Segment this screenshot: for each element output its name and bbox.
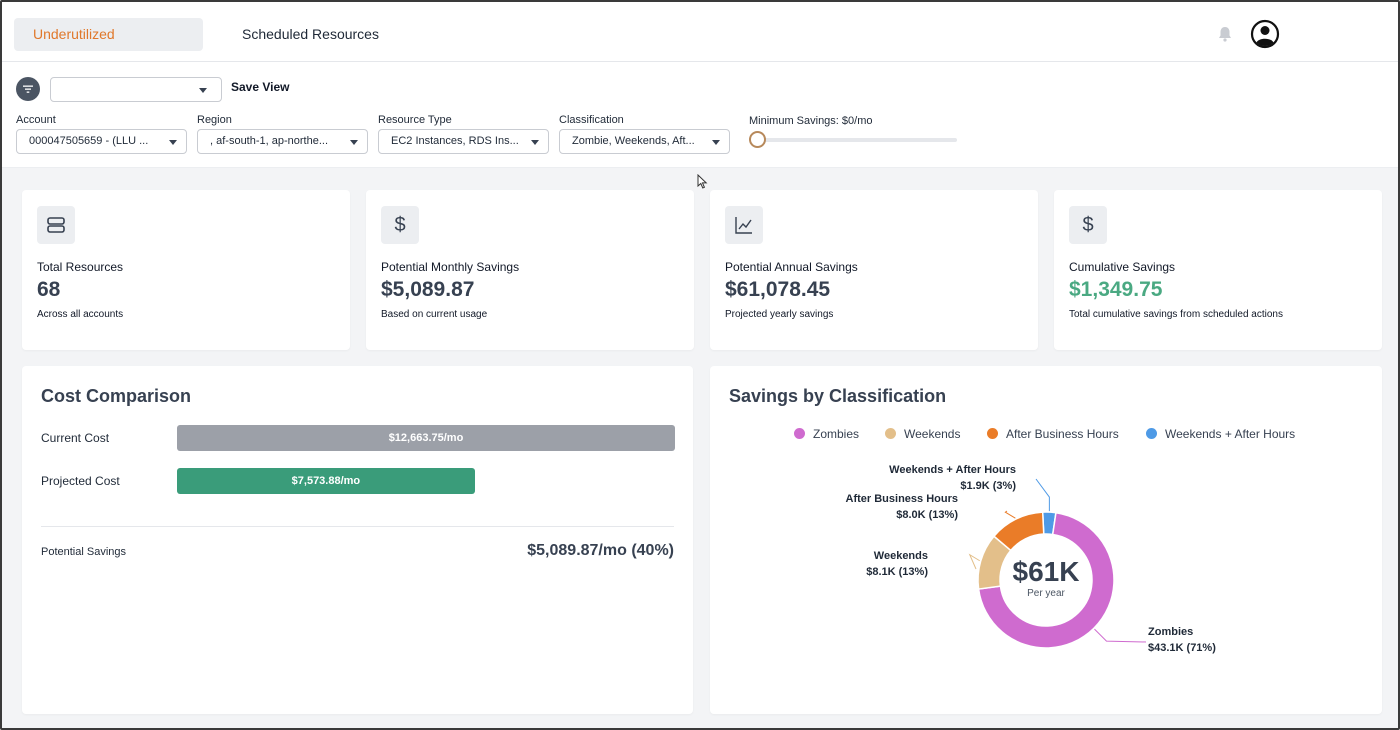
callout-name: Zombies (1148, 626, 1194, 638)
classification-select[interactable]: Zombie, Weekends, Aft... (559, 129, 730, 154)
filter-toggle-button[interactable] (16, 77, 40, 101)
chevron-down-icon (531, 140, 539, 145)
savings-by-classification-title: Savings by Classification (729, 386, 947, 406)
callout-leader-line (1004, 510, 1016, 519)
current-cost-bar: $12,663.75/mo (177, 425, 675, 451)
stat-title: Total Resources (37, 260, 124, 274)
stat-subtitle: Projected yearly savings (725, 309, 834, 320)
legend-dot (987, 428, 998, 439)
current-cost-label: Current Cost (41, 431, 110, 445)
classification-label: Classification (559, 114, 624, 126)
stat-card-annual-savings: Potential Annual Savings $61,078.45 Proj… (710, 190, 1038, 350)
account-label: Account (16, 114, 56, 126)
cost-comparison-panel: Cost Comparison Current Cost $12,663.75/… (22, 366, 693, 714)
region-value: , af-south-1, ap-northe... (210, 135, 329, 147)
stat-value: $61,078.45 (725, 278, 831, 301)
stat-subtitle: Across all accounts (37, 309, 124, 320)
filter-bar: Save View Account 000047505659 - (LLU ..… (2, 62, 1398, 168)
legend-label: Weekends (904, 427, 961, 441)
bell-icon[interactable] (1216, 25, 1234, 43)
donut-slice-zombies[interactable] (977, 511, 1115, 649)
saved-view-select[interactable] (50, 77, 222, 102)
donut-center-subtitle: Per year (1027, 588, 1065, 599)
callout-value: $43.1K (71%) (1148, 642, 1216, 654)
stat-subtitle: Total cumulative savings from scheduled … (1069, 309, 1283, 320)
dollar-icon: $ (381, 206, 419, 244)
legend-label: Zombies (813, 427, 860, 441)
callout-after-business-hours: After Business Hours $8.0K (13%) (846, 491, 958, 523)
chevron-down-icon (712, 140, 720, 145)
save-view-button[interactable]: Save View (231, 80, 290, 94)
minimum-savings-label: Minimum Savings: $0/mo (749, 115, 873, 127)
legend-dot (794, 428, 805, 439)
legend-label: After Business Hours (1006, 427, 1119, 441)
callout-leader-line (968, 553, 980, 570)
server-icon (37, 206, 75, 244)
projected-cost-bar: $7,573.88/mo (177, 468, 475, 494)
filter-icon (23, 85, 33, 93)
minimum-savings-slider-thumb[interactable] (749, 131, 766, 148)
callout-value: $1.9K (3%) (960, 480, 1016, 492)
savings-by-classification-panel: Savings by Classification Zombies Weeken… (710, 366, 1382, 714)
chevron-down-icon (350, 140, 358, 145)
callout-name: Weekends + After Hours (889, 464, 1016, 476)
user-circle-icon[interactable] (1250, 19, 1280, 49)
stat-title: Potential Monthly Savings (381, 260, 520, 274)
legend-dot (885, 428, 896, 439)
callout-leader-line (1035, 478, 1050, 512)
trend-up-icon (725, 206, 763, 244)
projected-cost-label: Projected Cost (41, 474, 120, 488)
resource-type-label: Resource Type (378, 114, 452, 126)
region-label: Region (197, 114, 232, 126)
stat-subtitle: Based on current usage (381, 309, 488, 320)
callout-leader-line (1094, 628, 1147, 643)
potential-savings-value: $5,089.87/mo (40%) (527, 542, 674, 559)
legend-dot (1146, 428, 1157, 439)
chevron-down-icon (169, 140, 177, 145)
tab-underutilized-resources[interactable]: Underutilized Resources (14, 18, 203, 75)
divider (41, 526, 674, 527)
stat-card-monthly-savings: $ Potential Monthly Savings $5,089.87 Ba… (366, 190, 694, 350)
legend-label: Weekends + After Hours (1165, 427, 1296, 441)
stat-value: 68 (37, 278, 61, 301)
mouse-cursor-icon (697, 174, 708, 189)
tab-scheduled-resources[interactable]: Scheduled Resources (242, 26, 379, 42)
potential-savings-label: Potential Savings (41, 546, 126, 558)
stat-card-cumulative-savings: $ Cumulative Savings $1,349.75 Total cum… (1054, 190, 1382, 350)
top-bar: Underutilized Resources Scheduled Resour… (2, 2, 1398, 75)
callout-zombies: Zombies $43.1K (71%) (1148, 624, 1216, 656)
callout-weekends: Weekends $8.1K (13%) (866, 548, 928, 580)
donut-slice-after-business-hours[interactable] (992, 511, 1045, 552)
minimum-savings-slider-track[interactable] (759, 138, 957, 142)
stat-value: $5,089.87 (381, 278, 475, 301)
account-select[interactable]: 000047505659 - (LLU ... (16, 129, 187, 154)
stat-value: $1,349.75 (1069, 278, 1163, 301)
account-value: 000047505659 - (LLU ... (29, 135, 149, 147)
resource-type-value: EC2 Instances, RDS Ins... (391, 135, 519, 147)
callout-name: Weekends (873, 550, 928, 562)
callout-weekends-after-hours: Weekends + After Hours $1.9K (3%) (889, 462, 1016, 494)
classification-value: Zombie, Weekends, Aft... (572, 135, 695, 147)
stat-card-total-resources: Total Resources 68 Across all accounts (22, 190, 350, 350)
resource-type-select[interactable]: EC2 Instances, RDS Ins... (378, 129, 549, 154)
callout-value: $8.1K (13%) (866, 566, 928, 578)
donut-chart (968, 478, 1147, 649)
dollar-icon: $ (1069, 206, 1107, 244)
region-select[interactable]: , af-south-1, ap-northe... (197, 129, 368, 154)
stat-title: Cumulative Savings (1069, 260, 1176, 274)
stat-title: Potential Annual Savings (725, 260, 858, 274)
chevron-down-icon (199, 88, 207, 93)
chart-legend: Zombies Weekends After Business Hours We… (710, 427, 1382, 441)
callout-value: $8.0K (13%) (896, 509, 958, 521)
callout-name: After Business Hours (845, 493, 958, 505)
donut-center-value: $61K (1012, 556, 1080, 587)
cost-comparison-title: Cost Comparison (41, 386, 192, 406)
